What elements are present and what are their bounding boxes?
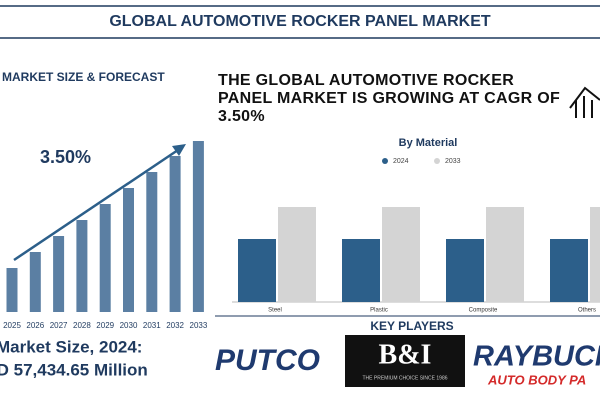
- bar: [446, 239, 484, 302]
- headline: THE GLOBAL AUTOMOTIVE ROCKER PANEL MARKE…: [218, 72, 561, 125]
- bar: [146, 172, 158, 312]
- bar: [342, 239, 380, 302]
- legend-swatch: [434, 158, 440, 164]
- x-tick-label: Composite: [469, 308, 498, 314]
- bar: [99, 204, 111, 312]
- bar: [29, 252, 41, 312]
- logo-raybuck: RAYBUCK: [473, 341, 600, 373]
- bar: [590, 207, 600, 302]
- legend-label: 2024: [393, 158, 409, 165]
- logo-bi-box: [345, 335, 465, 387]
- trend-arrow: [13, 148, 179, 262]
- x-tick-label: Others: [578, 308, 596, 314]
- bar: [192, 141, 204, 312]
- x-tick-label: Steel: [268, 308, 282, 314]
- bar: [169, 156, 181, 312]
- key-players-title: KEY PLAYERS: [370, 319, 453, 333]
- x-tick-label: Plastic: [370, 308, 388, 314]
- trend-arrow-head: [172, 144, 186, 156]
- bar: [76, 220, 88, 312]
- bar: [550, 239, 588, 302]
- x-tick-label: 2030: [120, 321, 138, 330]
- bar: [123, 188, 134, 312]
- legend-swatch: [382, 158, 388, 164]
- annotation: 3.50%: [40, 147, 91, 167]
- logo-bi: B&I: [379, 339, 432, 370]
- logo-raybuck-tagline: AUTO BODY PA: [487, 372, 586, 387]
- x-tick-label: 2027: [50, 321, 68, 330]
- market-size-value: USD 57,434.65 Million: [0, 360, 148, 379]
- left-heading: MARKET SIZE & FORECAST: [2, 70, 165, 84]
- bar: [6, 268, 18, 312]
- x-tick-label: 2028: [73, 321, 91, 330]
- x-tick-label: 2032: [166, 321, 184, 330]
- house-icon: [569, 86, 600, 118]
- x-tick-label: 2031: [143, 321, 161, 330]
- x-tick-label: 2025: [3, 321, 21, 330]
- logo-putco: PUTCO: [215, 344, 320, 377]
- bar: [486, 207, 524, 302]
- legend-label: 2033: [445, 158, 461, 165]
- header-title: GLOBAL AUTOMOTIVE ROCKER PANEL MARKET: [109, 13, 491, 30]
- x-tick-label: 2033: [190, 321, 208, 330]
- bar: [278, 207, 316, 302]
- logo-bi-tagline: THE PREMIUM CHOICE SINCE 1986: [362, 375, 447, 381]
- x-tick-label: 2026: [26, 321, 44, 330]
- x-tick-label: 2029: [96, 321, 114, 330]
- chart-title: By Material: [399, 137, 458, 149]
- bar: [238, 239, 276, 302]
- bar: [53, 236, 65, 312]
- market-size-label: Market Size, 2024:: [0, 337, 142, 356]
- bar: [382, 207, 420, 302]
